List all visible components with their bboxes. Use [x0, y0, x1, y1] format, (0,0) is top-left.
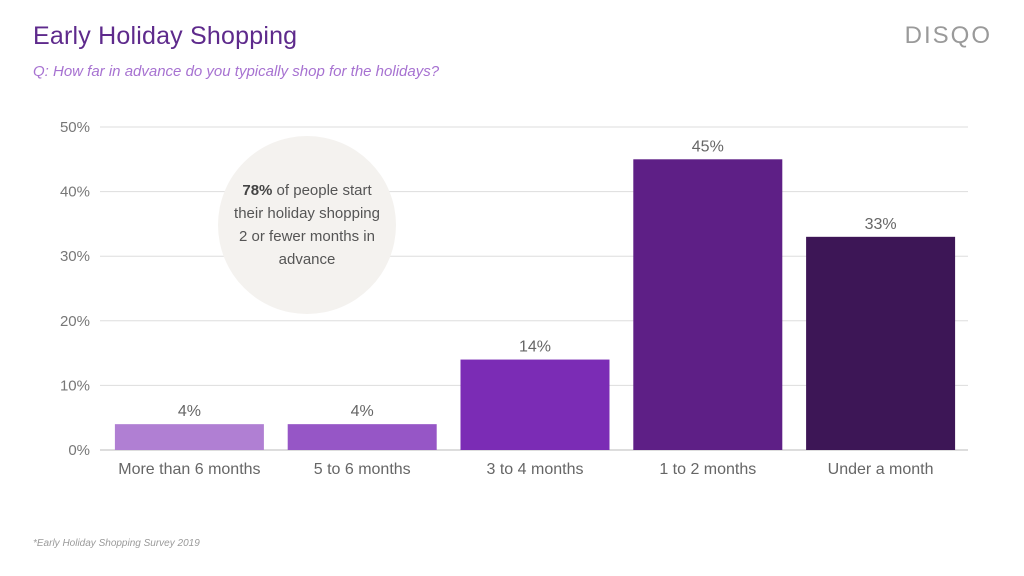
bar-value-label: 4%	[351, 403, 374, 420]
chart-title: Early Holiday Shopping	[33, 22, 298, 50]
bar	[806, 236, 956, 450]
y-tick-label: 30%	[60, 248, 90, 265]
y-tick-label: 20%	[60, 313, 90, 330]
chart-subtitle: Q: How far in advance do you typically s…	[33, 63, 440, 80]
y-tick-label: 50%	[60, 119, 90, 136]
x-category-label: 3 to 4 months	[487, 461, 584, 478]
callout-circle: 78% of people start their holiday shoppi…	[218, 136, 396, 314]
callout-body: of people start their holiday shopping 2…	[234, 182, 380, 268]
x-category-label: Under a month	[828, 461, 934, 478]
callout-highlight: 78%	[242, 182, 273, 199]
callout-text: 78% of people start their holiday shoppi…	[232, 179, 382, 271]
bar	[633, 159, 783, 451]
y-tick-label: 0%	[68, 442, 90, 459]
bar-value-label: 14%	[519, 339, 551, 356]
brand-logo: DISQO	[904, 22, 992, 49]
bar	[114, 424, 264, 450]
bar	[460, 359, 610, 450]
bar	[287, 424, 437, 450]
bar-value-label: 33%	[865, 216, 897, 233]
y-tick-label: 10%	[60, 377, 90, 394]
footnote: *Early Holiday Shopping Survey 2019	[33, 538, 200, 549]
x-category-label: 5 to 6 months	[314, 461, 411, 478]
x-category-label: 1 to 2 months	[659, 461, 756, 478]
bar-value-label: 4%	[178, 403, 201, 420]
bar-value-label: 45%	[692, 138, 724, 155]
x-category-label: More than 6 months	[118, 461, 260, 478]
y-tick-label: 40%	[60, 184, 90, 201]
